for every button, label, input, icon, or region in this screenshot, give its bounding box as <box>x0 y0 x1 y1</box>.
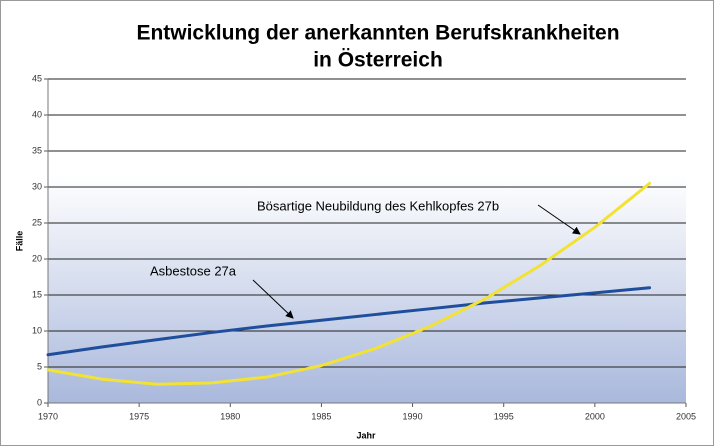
y-tick-label: 30 <box>32 181 42 191</box>
x-axis-label: Jahr <box>356 430 376 440</box>
x-tick-label: 1975 <box>129 411 149 421</box>
x-tick-label: 2005 <box>676 411 696 421</box>
x-tick-label: 1970 <box>38 411 58 421</box>
x-tick-label: 1990 <box>403 411 423 421</box>
y-tick-label: 10 <box>32 325 42 335</box>
y-tick-label: 35 <box>32 145 42 155</box>
x-tick-label: 1995 <box>494 411 514 421</box>
y-tick-label: 20 <box>32 253 42 263</box>
x-tick-label: 2000 <box>585 411 605 421</box>
chart-title: in Österreich <box>313 49 443 72</box>
annotation-arrow <box>252 279 294 319</box>
y-tick-label: 25 <box>32 217 42 227</box>
plot-area <box>48 79 686 403</box>
annotation: Asbestose 27a <box>150 263 237 278</box>
x-tick-label: 1980 <box>220 411 240 421</box>
annotation: Bösartige Neubildung des Kehlkopfes 27b <box>257 198 499 213</box>
y-tick-label: 0 <box>37 397 42 407</box>
y-tick-label: 15 <box>32 289 42 299</box>
y-axis-label: Fälle <box>14 231 24 252</box>
series-line <box>46 181 652 386</box>
y-tick-label: 45 <box>32 73 42 83</box>
series-line <box>46 286 652 357</box>
y-tick-label: 40 <box>32 109 42 119</box>
y-tick-label: 5 <box>37 361 42 371</box>
annotation-arrow <box>537 204 581 235</box>
chart-title: Entwicklung der anerkannten Berufskrankh… <box>136 22 619 45</box>
x-tick-label: 1985 <box>311 411 331 421</box>
